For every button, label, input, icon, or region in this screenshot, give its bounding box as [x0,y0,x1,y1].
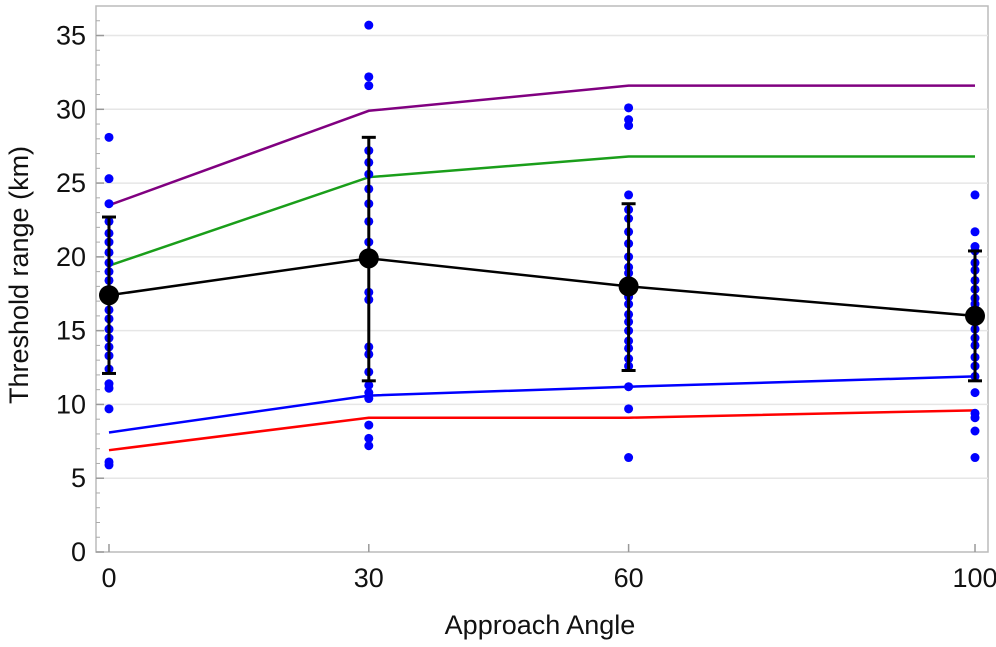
scatter-point [104,404,114,414]
x-axis-label: Approach Angle [445,610,636,640]
plot-frame [95,5,989,553]
scatter-point [104,132,114,142]
scatter-point [624,103,634,113]
series-line-1 [108,84,976,207]
scatter-point [970,413,980,423]
y-tick-label: 35 [56,21,86,51]
mean-point [965,305,986,326]
mean-line [108,257,976,318]
y-tick-label: 10 [56,389,86,419]
x-tick-label: 0 [101,563,116,593]
scatter-point [104,174,114,184]
y-tick-label: 25 [56,168,86,198]
scatter-point [364,72,374,82]
scatter-point [624,121,634,131]
mean-series [98,135,986,383]
x-axis-ticks: 0 30 60 100 [101,544,996,593]
x-tick-label: 100 [952,563,996,593]
scatter-point [364,441,374,451]
scatter-point [104,383,114,393]
scatter-point [104,199,114,209]
y-tick-label: 0 [71,537,86,567]
scatter-point [364,20,374,30]
scatter-point [970,227,980,237]
series-line-4 [108,409,976,452]
scatter-point [364,420,374,430]
mean-point [618,276,639,297]
y-tick-label: 30 [56,94,86,124]
mean-point [98,285,119,306]
scatter-point [364,394,374,404]
scatter-point [364,380,374,390]
scatter-point [364,433,374,443]
scatter-point [624,382,634,392]
series-line-3 [108,375,976,434]
scatter-point [970,453,980,463]
scatter-point [104,460,114,470]
scatter-point [970,388,980,398]
x-tick-label: 60 [614,563,644,593]
y-tick-label: 20 [56,242,86,272]
scatter-point [624,404,634,414]
scatter-point [624,453,634,463]
y-axis-ticks: 0 5 10 15 20 25 30 35 [56,21,104,567]
scatter-point [970,190,980,200]
x-tick-label: 30 [354,563,384,593]
mean-point [358,248,379,269]
minor-ticks [96,20,100,538]
y-tick-label: 15 [56,316,86,346]
y-axis-label: Threshold range (km) [4,146,34,404]
scatter-point [970,426,980,436]
scatter-point [624,190,634,200]
scatter-point [364,81,374,91]
series-line-2 [108,155,976,267]
series-lines [108,84,976,452]
grid [96,34,988,479]
y-tick-label: 5 [71,463,86,493]
